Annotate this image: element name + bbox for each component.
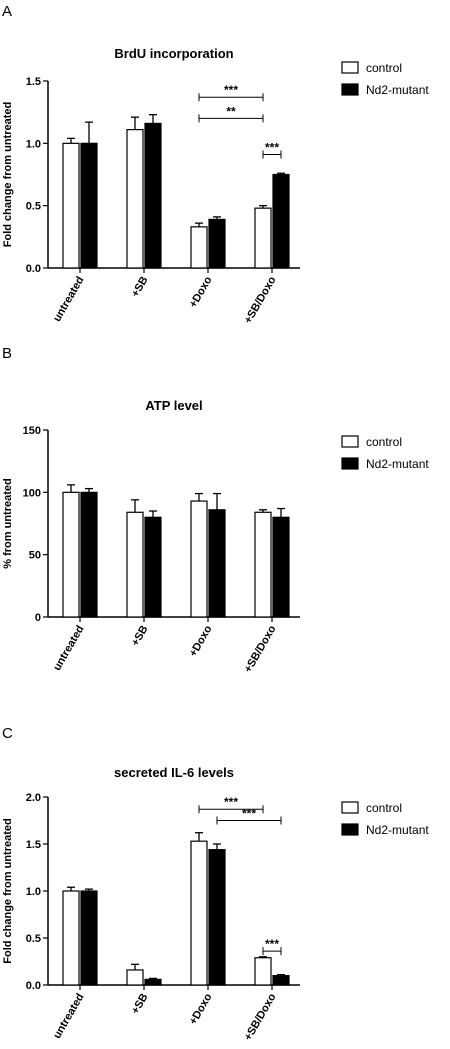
- bar-mutant: [272, 173, 290, 269]
- legend-label: Nd2-mutant: [366, 83, 429, 97]
- chart-title: BrdU incorporation: [114, 46, 233, 61]
- significance-label: **: [226, 104, 236, 118]
- y-tick-label: 50: [29, 550, 41, 562]
- bar-control: [126, 129, 144, 269]
- significance-label: ***: [224, 795, 238, 809]
- chart-panel-a: A BrdU incorporation Fold change from untr…: [2, 3, 429, 326]
- legend-label: Nd2-mutant: [366, 823, 429, 837]
- bar-control: [190, 500, 208, 618]
- x-tick-label: +SB/Doxo: [242, 274, 279, 326]
- y-tick-label: 1.5: [26, 839, 41, 851]
- bar-mutant: [272, 974, 290, 986]
- legend-swatch-mutant: [341, 457, 359, 470]
- legend-swatch-mutant: [341, 83, 359, 96]
- y-axis-label: % from untreated: [2, 478, 14, 568]
- chart-panel-b: B ATP level % from untreated 0 50 100 150 untre…: [2, 345, 429, 675]
- bar-control: [62, 142, 80, 269]
- x-tick-label: +SB/Doxo: [242, 623, 279, 675]
- bar-control: [62, 491, 80, 618]
- bar-mutant: [208, 218, 226, 269]
- x-tick-label: +SB: [129, 623, 150, 648]
- y-tick-label: 0.5: [26, 201, 41, 213]
- significance-label: ***: [242, 807, 256, 821]
- x-tick-label: untreated: [51, 624, 86, 673]
- bar-control: [254, 207, 272, 269]
- legend-swatch-control: [341, 435, 359, 448]
- y-tick-label: 2.0: [26, 792, 41, 804]
- y-tick-label: 0: [35, 612, 41, 624]
- significance-label: ***: [265, 141, 279, 155]
- chart-title: ATP level: [145, 398, 202, 413]
- bar-mutant: [144, 122, 162, 269]
- legend-label: control: [366, 61, 402, 75]
- panel-label: B: [2, 345, 12, 362]
- chart-title: secreted IL-6 levels: [114, 765, 234, 780]
- bar-mutant: [144, 516, 162, 618]
- bar-mutant: [80, 142, 98, 269]
- bar-control: [254, 957, 272, 986]
- bar-control: [254, 511, 272, 618]
- x-tick-label: +SB: [129, 274, 150, 299]
- y-tick-label: 0.5: [26, 933, 41, 945]
- bar-control: [190, 840, 208, 986]
- bar-mutant: [80, 890, 98, 986]
- x-tick-label: +Doxo: [187, 991, 214, 1027]
- bar-control: [126, 969, 144, 986]
- x-tick-label: +Doxo: [187, 274, 214, 310]
- y-tick-label: 1.0: [26, 138, 41, 150]
- legend-label: control: [366, 435, 402, 449]
- y-axis-label: Fold change from untreated: [2, 102, 14, 247]
- legend-label: control: [366, 801, 402, 815]
- legend-swatch-control: [341, 61, 359, 74]
- legend-label: Nd2-mutant: [366, 457, 429, 471]
- y-tick-label: 0.0: [26, 263, 41, 275]
- legend-swatch-mutant: [341, 823, 359, 836]
- y-axis-label: Fold change from untreated: [2, 818, 14, 963]
- y-tick-label: 150: [23, 425, 41, 437]
- y-tick-label: 0.0: [26, 980, 41, 992]
- bar-mutant: [80, 491, 98, 618]
- x-tick-label: +SB: [129, 991, 150, 1016]
- bar-mutant: [144, 978, 162, 986]
- y-tick-label: 100: [23, 487, 41, 499]
- significance-label: ***: [224, 83, 238, 97]
- bar-control: [62, 890, 80, 986]
- bar-control: [126, 511, 144, 618]
- panel-label: A: [2, 3, 12, 20]
- x-tick-label: +Doxo: [187, 623, 214, 659]
- bar-mutant: [272, 516, 290, 618]
- x-tick-label: untreated: [51, 992, 86, 1041]
- bar-mutant: [208, 849, 226, 986]
- x-tick-label: +SB/Doxo: [242, 991, 279, 1043]
- bar-control: [190, 226, 208, 269]
- bar-mutant: [208, 509, 226, 618]
- panel-label: C: [2, 725, 13, 742]
- y-tick-label: 1.0: [26, 886, 41, 898]
- significance-label: ***: [265, 937, 279, 951]
- legend-swatch-control: [341, 801, 359, 814]
- y-tick-label: 1.5: [26, 76, 41, 88]
- x-tick-label: untreated: [51, 275, 86, 324]
